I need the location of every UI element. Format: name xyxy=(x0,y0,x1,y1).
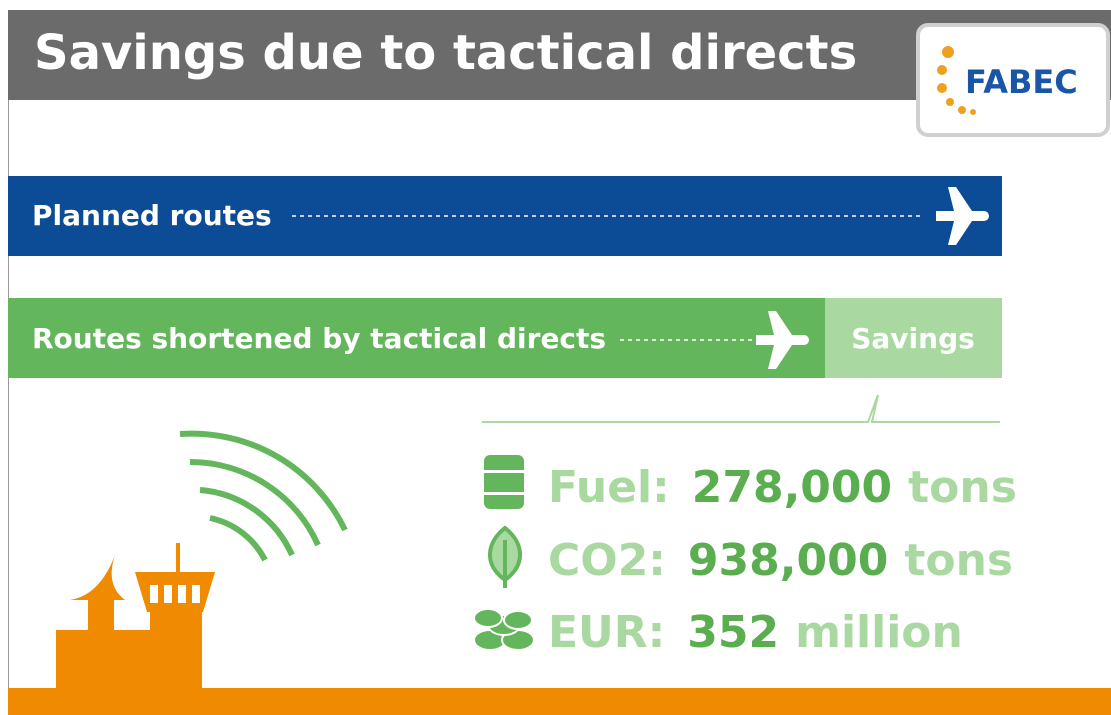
leaf-icon xyxy=(490,528,520,588)
shortened-label: Routes shortened by tactical directs xyxy=(32,322,606,355)
title: Savings due to tactical directs xyxy=(34,25,857,81)
stat-label: EUR: xyxy=(548,607,665,658)
control-tower xyxy=(56,543,215,690)
stat-unit: tons xyxy=(908,462,1017,513)
stat-value: 352 xyxy=(687,607,779,658)
savings-label: Savings xyxy=(851,322,975,355)
radio-waves xyxy=(180,434,345,560)
logo-text: FABEC xyxy=(965,63,1078,101)
stat-label: CO2: xyxy=(548,535,666,586)
stat-line: Fuel: 278,000 tons xyxy=(548,462,1017,513)
stat-unit: tons xyxy=(904,535,1013,586)
callout-line xyxy=(482,395,1000,422)
fuel-icon xyxy=(484,455,524,509)
stat-unit: million xyxy=(795,607,963,658)
coins-icon xyxy=(474,609,534,650)
stat-line: EUR: 352 million xyxy=(548,607,963,658)
planned-label: Planned routes xyxy=(32,199,272,232)
stat-line: CO2: 938,000 tons xyxy=(548,535,1013,586)
logo: FABEC xyxy=(918,25,1108,135)
stat-value: 278,000 xyxy=(692,462,892,513)
infographic: Savings due to tactical directs FABEC Pl… xyxy=(0,0,1111,715)
bottom-band xyxy=(8,688,1111,715)
page: Savings due to tactical directs FABEC Pl… xyxy=(0,0,1111,715)
stat-value: 938,000 xyxy=(688,535,888,586)
stat-label: Fuel: xyxy=(548,462,670,513)
